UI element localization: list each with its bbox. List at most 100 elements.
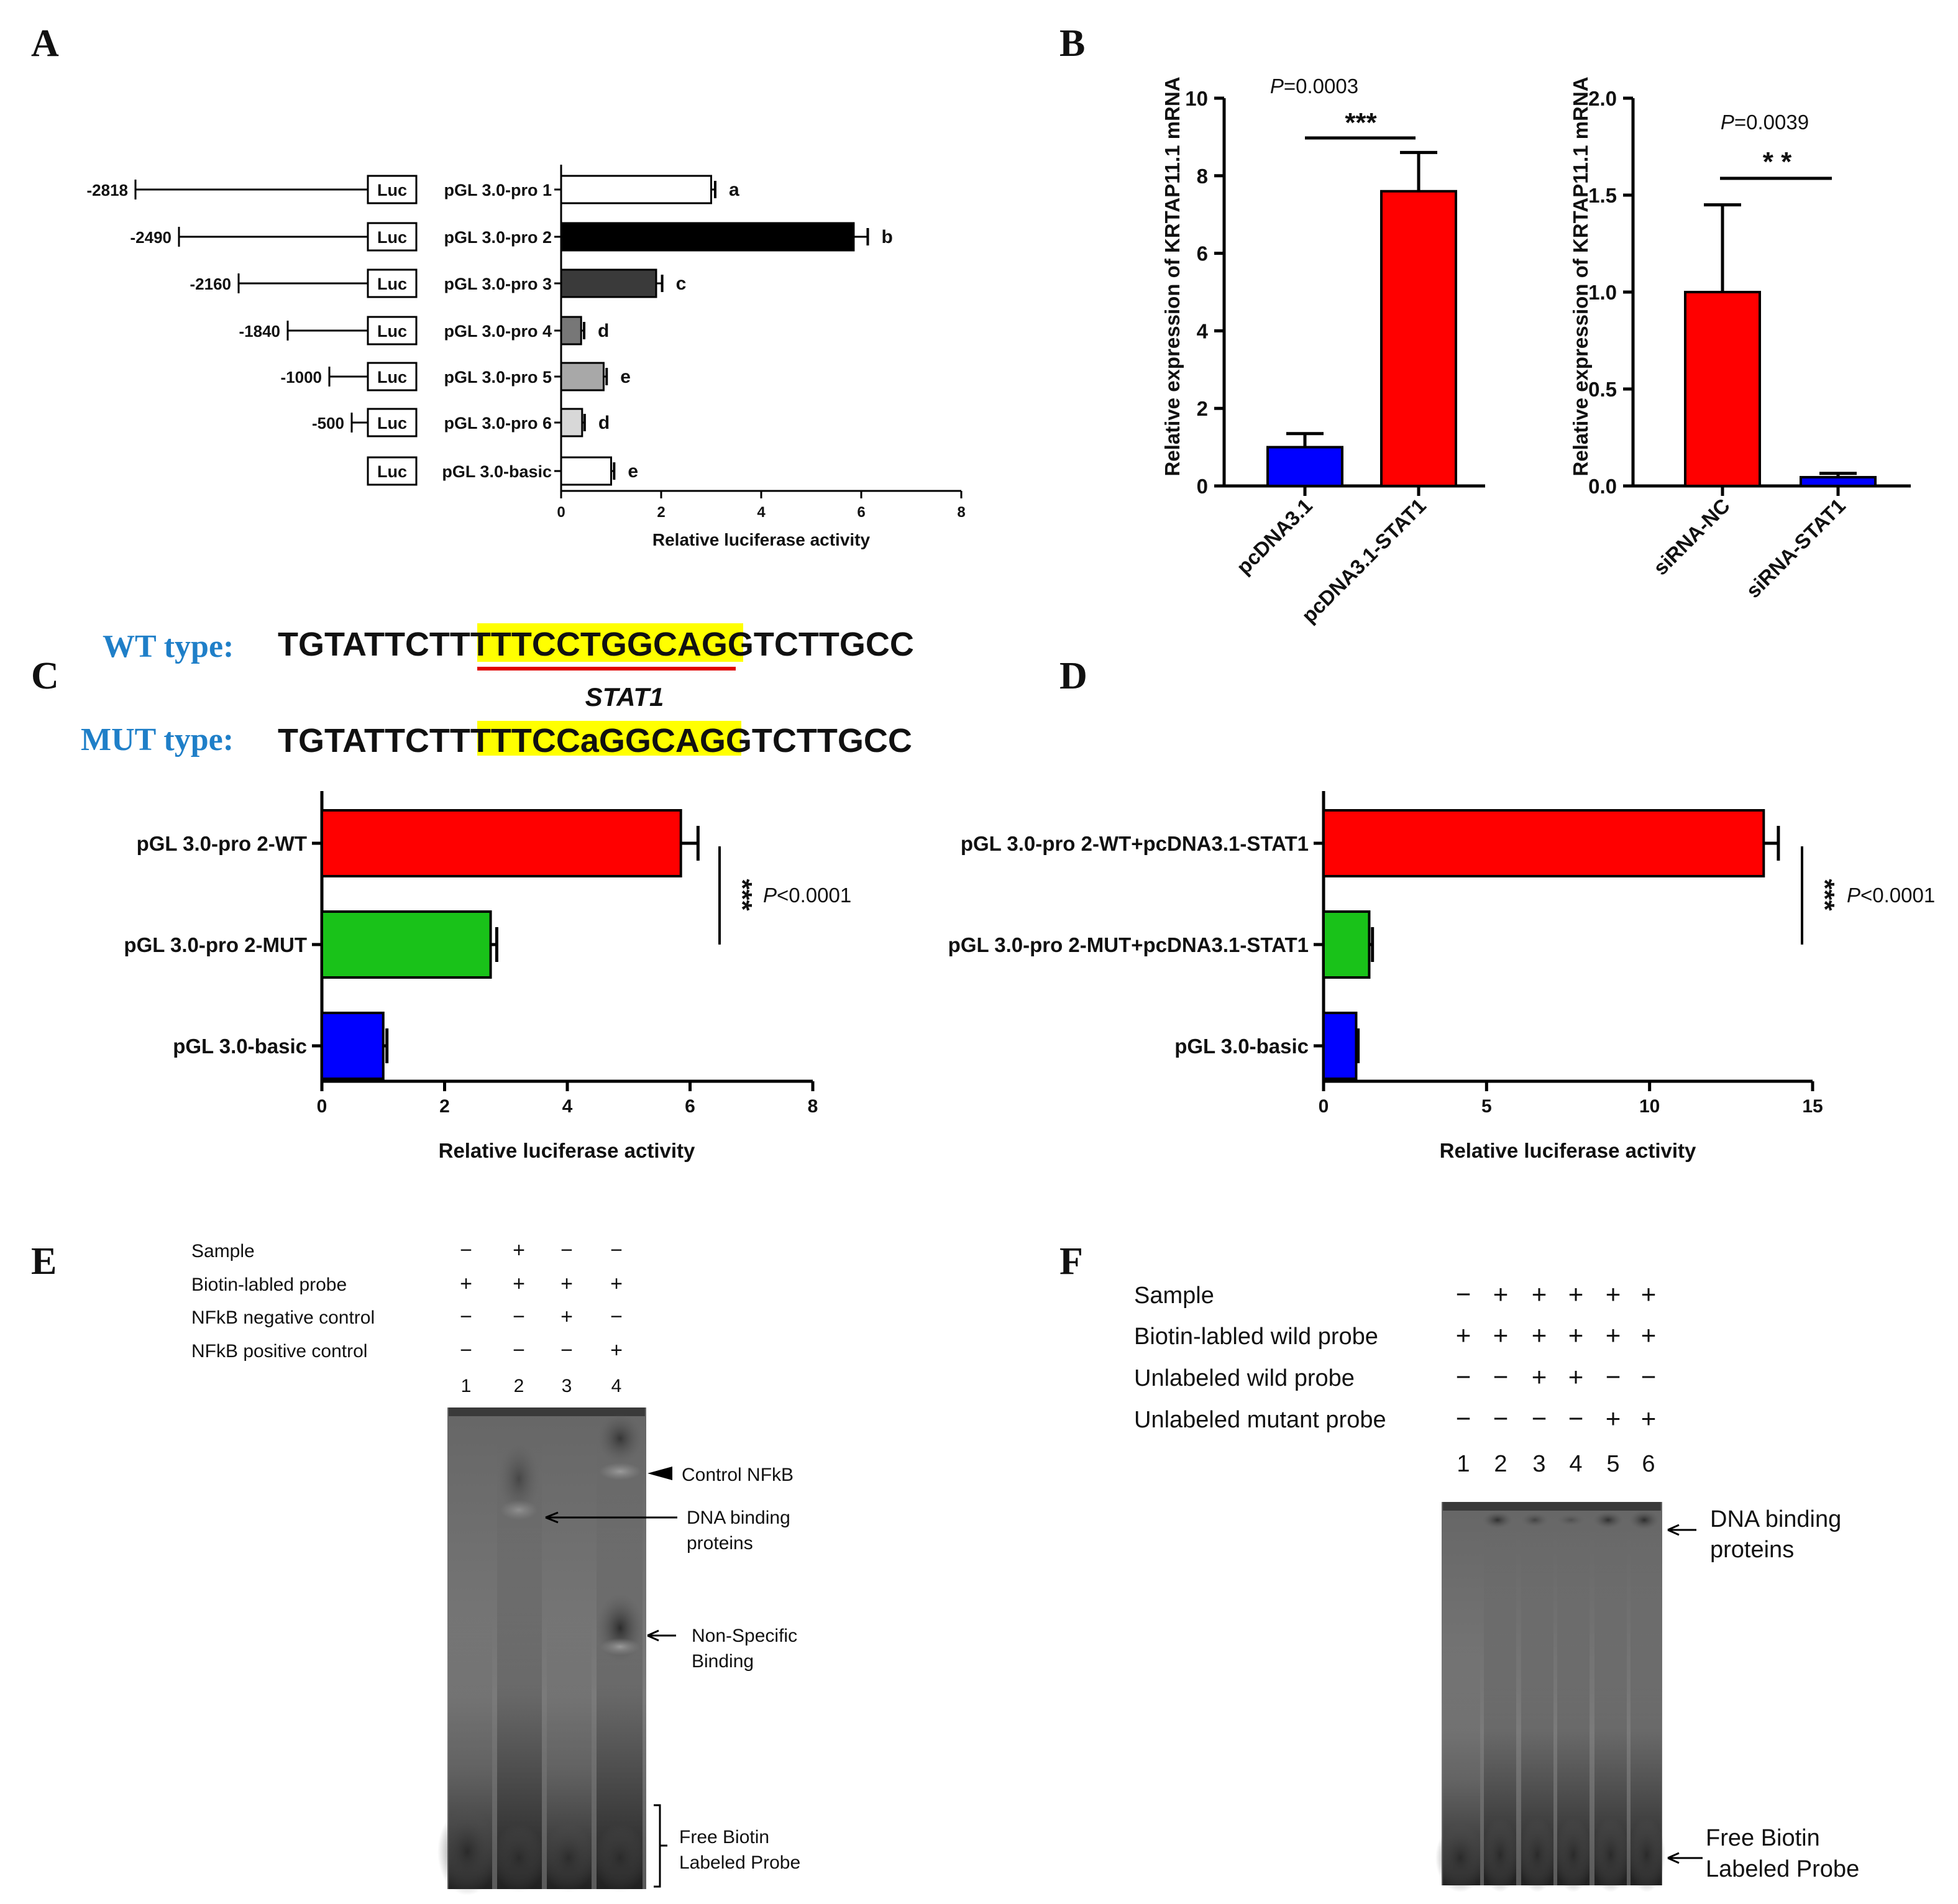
condition-sign-1-4: + — [1568, 1279, 1584, 1309]
stat1-site-label: STAT1 — [585, 682, 664, 712]
significance-letter-4: d — [598, 321, 609, 341]
construct-name-1: pGL 3.0-pro 1 — [444, 181, 552, 199]
condition-sign-3-1: − — [1456, 1362, 1471, 1391]
x-tick-label-0: 0 — [1319, 1096, 1329, 1117]
panel-b-charts: Relative expression of KRTAP11.1 mRNA Re… — [1161, 75, 1911, 627]
construct-name-6: pGL 3.0-pro 6 — [444, 414, 552, 433]
bar-1 — [560, 175, 712, 204]
nonspecific-arrowhead-icon — [647, 1629, 659, 1642]
y-tick-label-0.0: 0.0 — [1588, 475, 1617, 498]
y-tick-label-1: pGL 3.0-pro 2-WT — [137, 832, 307, 855]
bar-7 — [560, 456, 612, 486]
bar-3 — [1322, 1012, 1358, 1080]
panel-letter-b: B — [1059, 22, 1085, 65]
x-tick-label-8: 8 — [808, 1096, 818, 1117]
construct-position-6: -500 — [312, 414, 344, 433]
panel-d-p-value: P<0.0001 — [1847, 884, 1935, 907]
bar-2 — [1800, 475, 1877, 488]
condition-label-4: Unlabeled mutant probe — [1134, 1407, 1386, 1433]
condition-sign-2-3: + — [560, 1272, 573, 1296]
bar-2 — [1380, 190, 1457, 487]
condition-sign-4-2: − — [513, 1339, 525, 1362]
panel-b-right-y-axis-label: Relative expression of KRTAP11.1 mRNA — [1569, 76, 1592, 476]
annot-control-nfkb: Control NFkB — [682, 1465, 794, 1485]
condition-sign-1-1: − — [1456, 1279, 1471, 1309]
lane-number-6: 6 — [1642, 1451, 1655, 1477]
y-tick-label-2: 2 — [1197, 397, 1208, 420]
luc-box-3 — [367, 268, 418, 298]
panel-letter-d: D — [1059, 655, 1087, 697]
luc-label-7: Luc — [377, 462, 407, 481]
control-nfkb-arrowhead-icon — [647, 1467, 672, 1480]
lane-number-4: 4 — [611, 1376, 622, 1396]
construct-name-7: pGL 3.0-basic — [442, 462, 552, 481]
panel-c-bars: 0 2 4 6 8 pGL 3.0-pro 2-WT pGL 3.0-pro 2-MUT pG… — [124, 791, 818, 1117]
panel-c-chart: 0 2 4 6 8 pGL 3.0-pro 2-WT pGL 3.0-pro 2-MUT pG… — [124, 791, 851, 1162]
panel-b-right-chart: 0.0 0.5 1.0 1.5 2.0 siRNA-NC siRNA-STAT1 — [1588, 87, 1911, 602]
condition-sign-3-2: − — [1493, 1362, 1509, 1391]
significance-letter-1: a — [729, 180, 739, 200]
x-tick-label-15: 15 — [1802, 1096, 1823, 1117]
annot-nonspecific-1: Non-Specific — [692, 1626, 797, 1646]
y-tick-label-0.5: 0.5 — [1588, 378, 1617, 401]
condition-sign-3-5: − — [1606, 1362, 1621, 1391]
x-tick-label-0: 0 — [317, 1096, 327, 1117]
construct-position-4: -1840 — [239, 322, 281, 341]
condition-sign-1-2: + — [513, 1238, 525, 1262]
condition-sign-1-4: − — [610, 1238, 623, 1262]
lane-number-2: 2 — [1494, 1451, 1507, 1477]
condition-sign-4-4: − — [1568, 1404, 1584, 1433]
f-dna-binding-arrowhead-icon — [1667, 1524, 1680, 1536]
y-tick-label-2: pGL 3.0-pro 2-MUT — [124, 933, 307, 956]
bar-2 — [1322, 910, 1371, 979]
x-tick-label-2: pcDNA3.1-STAT1 — [1297, 494, 1430, 628]
wt-sequence: TGTATTCTTTTTCCTGGCAGGTCTTGCC — [278, 626, 914, 663]
condition-label-3: NFkB negative control — [191, 1307, 375, 1328]
bar-2 — [560, 222, 855, 252]
luc-label-1: Luc — [377, 181, 407, 199]
bar-1 — [1322, 809, 1765, 877]
annot-free-probe-1: Free Biotin — [679, 1827, 769, 1847]
lane-number-3: 3 — [562, 1376, 572, 1396]
luc-box-5 — [367, 362, 418, 391]
luc-box-6 — [367, 408, 418, 437]
significance-letter-3: c — [676, 273, 687, 294]
y-tick-label-0: 0 — [1197, 475, 1208, 498]
condition-sign-1-3: + — [1532, 1279, 1547, 1309]
condition-label-1: Sample — [1134, 1283, 1214, 1309]
condition-sign-1-3: − — [560, 1238, 573, 1262]
condition-sign-2-1: + — [1456, 1320, 1471, 1350]
mut-site-highlight — [477, 721, 741, 756]
panel-d-chart: 0 5 10 15 pGL 3.0-pro 2-WT+pcDNA3.1-STAT1 pGL… — [948, 791, 1935, 1162]
condition-sign-2-1: + — [460, 1272, 472, 1296]
condition-sign-3-4: + — [1568, 1362, 1584, 1391]
panel-d-x-axis-label: Relative luciferase activity — [1440, 1139, 1696, 1162]
construct-position-1: -2818 — [87, 181, 129, 199]
panel-d-bars: 0 5 10 15 pGL 3.0-pro 2-WT+pcDNA3.1-STAT1 pGL… — [948, 791, 1823, 1117]
bar-3 — [321, 1012, 385, 1080]
x-tick-label-10: 10 — [1639, 1096, 1660, 1117]
bar-6 — [560, 408, 583, 437]
bar-4 — [560, 316, 582, 346]
x-tick-label-6: 6 — [685, 1096, 695, 1117]
x-tick-label-1: pcDNA3.1 — [1232, 494, 1317, 579]
x-tick-label-2: siRNA-STAT1 — [1742, 494, 1850, 602]
wt-site-highlight — [477, 623, 743, 662]
panel-b-right-stars: * * — [1763, 147, 1792, 177]
panel-d-stars: *** — [1809, 879, 1840, 911]
significance-letter-5: e — [620, 367, 631, 387]
luc-label-6: Luc — [377, 414, 407, 433]
condition-sign-3-6: − — [1641, 1362, 1657, 1391]
condition-sign-2-5: + — [1606, 1320, 1621, 1350]
sequence-comparison: WT type: TGTATTCTTTTTCCTGGCAGGTCTTGCC ST… — [81, 623, 914, 759]
significance-letter-6: d — [598, 413, 610, 433]
condition-sign-3-3: + — [560, 1305, 573, 1329]
bar-2 — [321, 910, 492, 979]
x-tick-label-6: 6 — [857, 504, 865, 521]
bar-1 — [321, 809, 682, 877]
panel-a-chart: -2818 Luc pGL 3.0-pro 1 a -2490 Luc pGL 3.0-pr… — [87, 165, 966, 549]
bar-5 — [560, 362, 605, 391]
condition-sign-4-1: − — [1456, 1404, 1471, 1433]
